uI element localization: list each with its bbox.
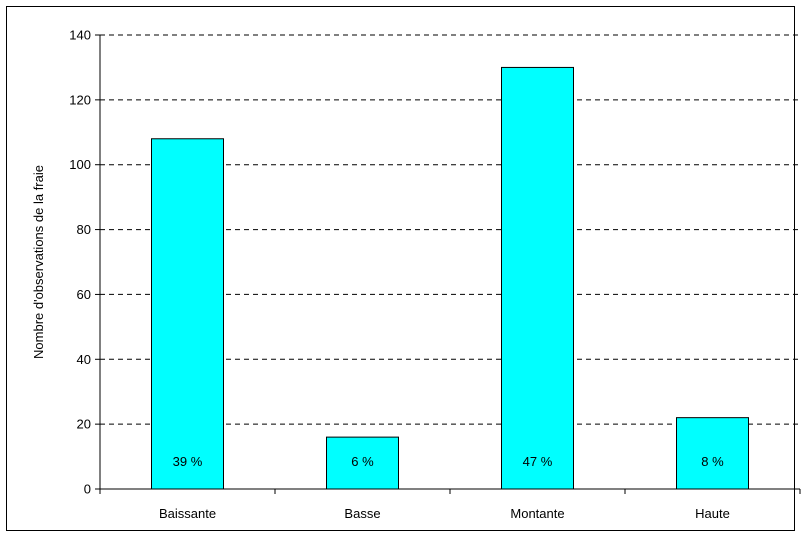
data-label: 47 % <box>523 454 553 469</box>
y-axis-title: Nombre d'observations de la fraie <box>31 165 46 359</box>
y-tick-label: 80 <box>77 222 91 237</box>
data-label: 39 % <box>173 454 203 469</box>
bar-basse <box>326 436 399 490</box>
bar-montante <box>501 66 574 490</box>
category-label: Montante <box>510 506 564 521</box>
chart-frame <box>6 6 795 531</box>
axes <box>95 34 801 494</box>
data-label: 6 % <box>351 454 374 469</box>
category-label: Baissante <box>159 506 216 521</box>
y-tick-label: 0 <box>84 482 91 497</box>
labels: 0 20 40 60 80 100 120 140 39 % Baissante 6 % Basse 4… <box>69 28 730 522</box>
y-tick-label: 60 <box>77 287 91 302</box>
bar-haute <box>676 417 749 490</box>
bars <box>151 66 749 490</box>
y-tick-label: 40 <box>77 352 91 367</box>
y-tick-label: 20 <box>77 417 91 432</box>
bar-baissante <box>151 138 224 490</box>
category-label: Haute <box>695 506 730 521</box>
y-tick-label: 120 <box>69 92 91 107</box>
data-label: 8 % <box>701 454 724 469</box>
y-tick-label: 140 <box>69 28 91 43</box>
category-label: Basse <box>344 506 380 521</box>
y-tick-label: 100 <box>69 157 91 172</box>
